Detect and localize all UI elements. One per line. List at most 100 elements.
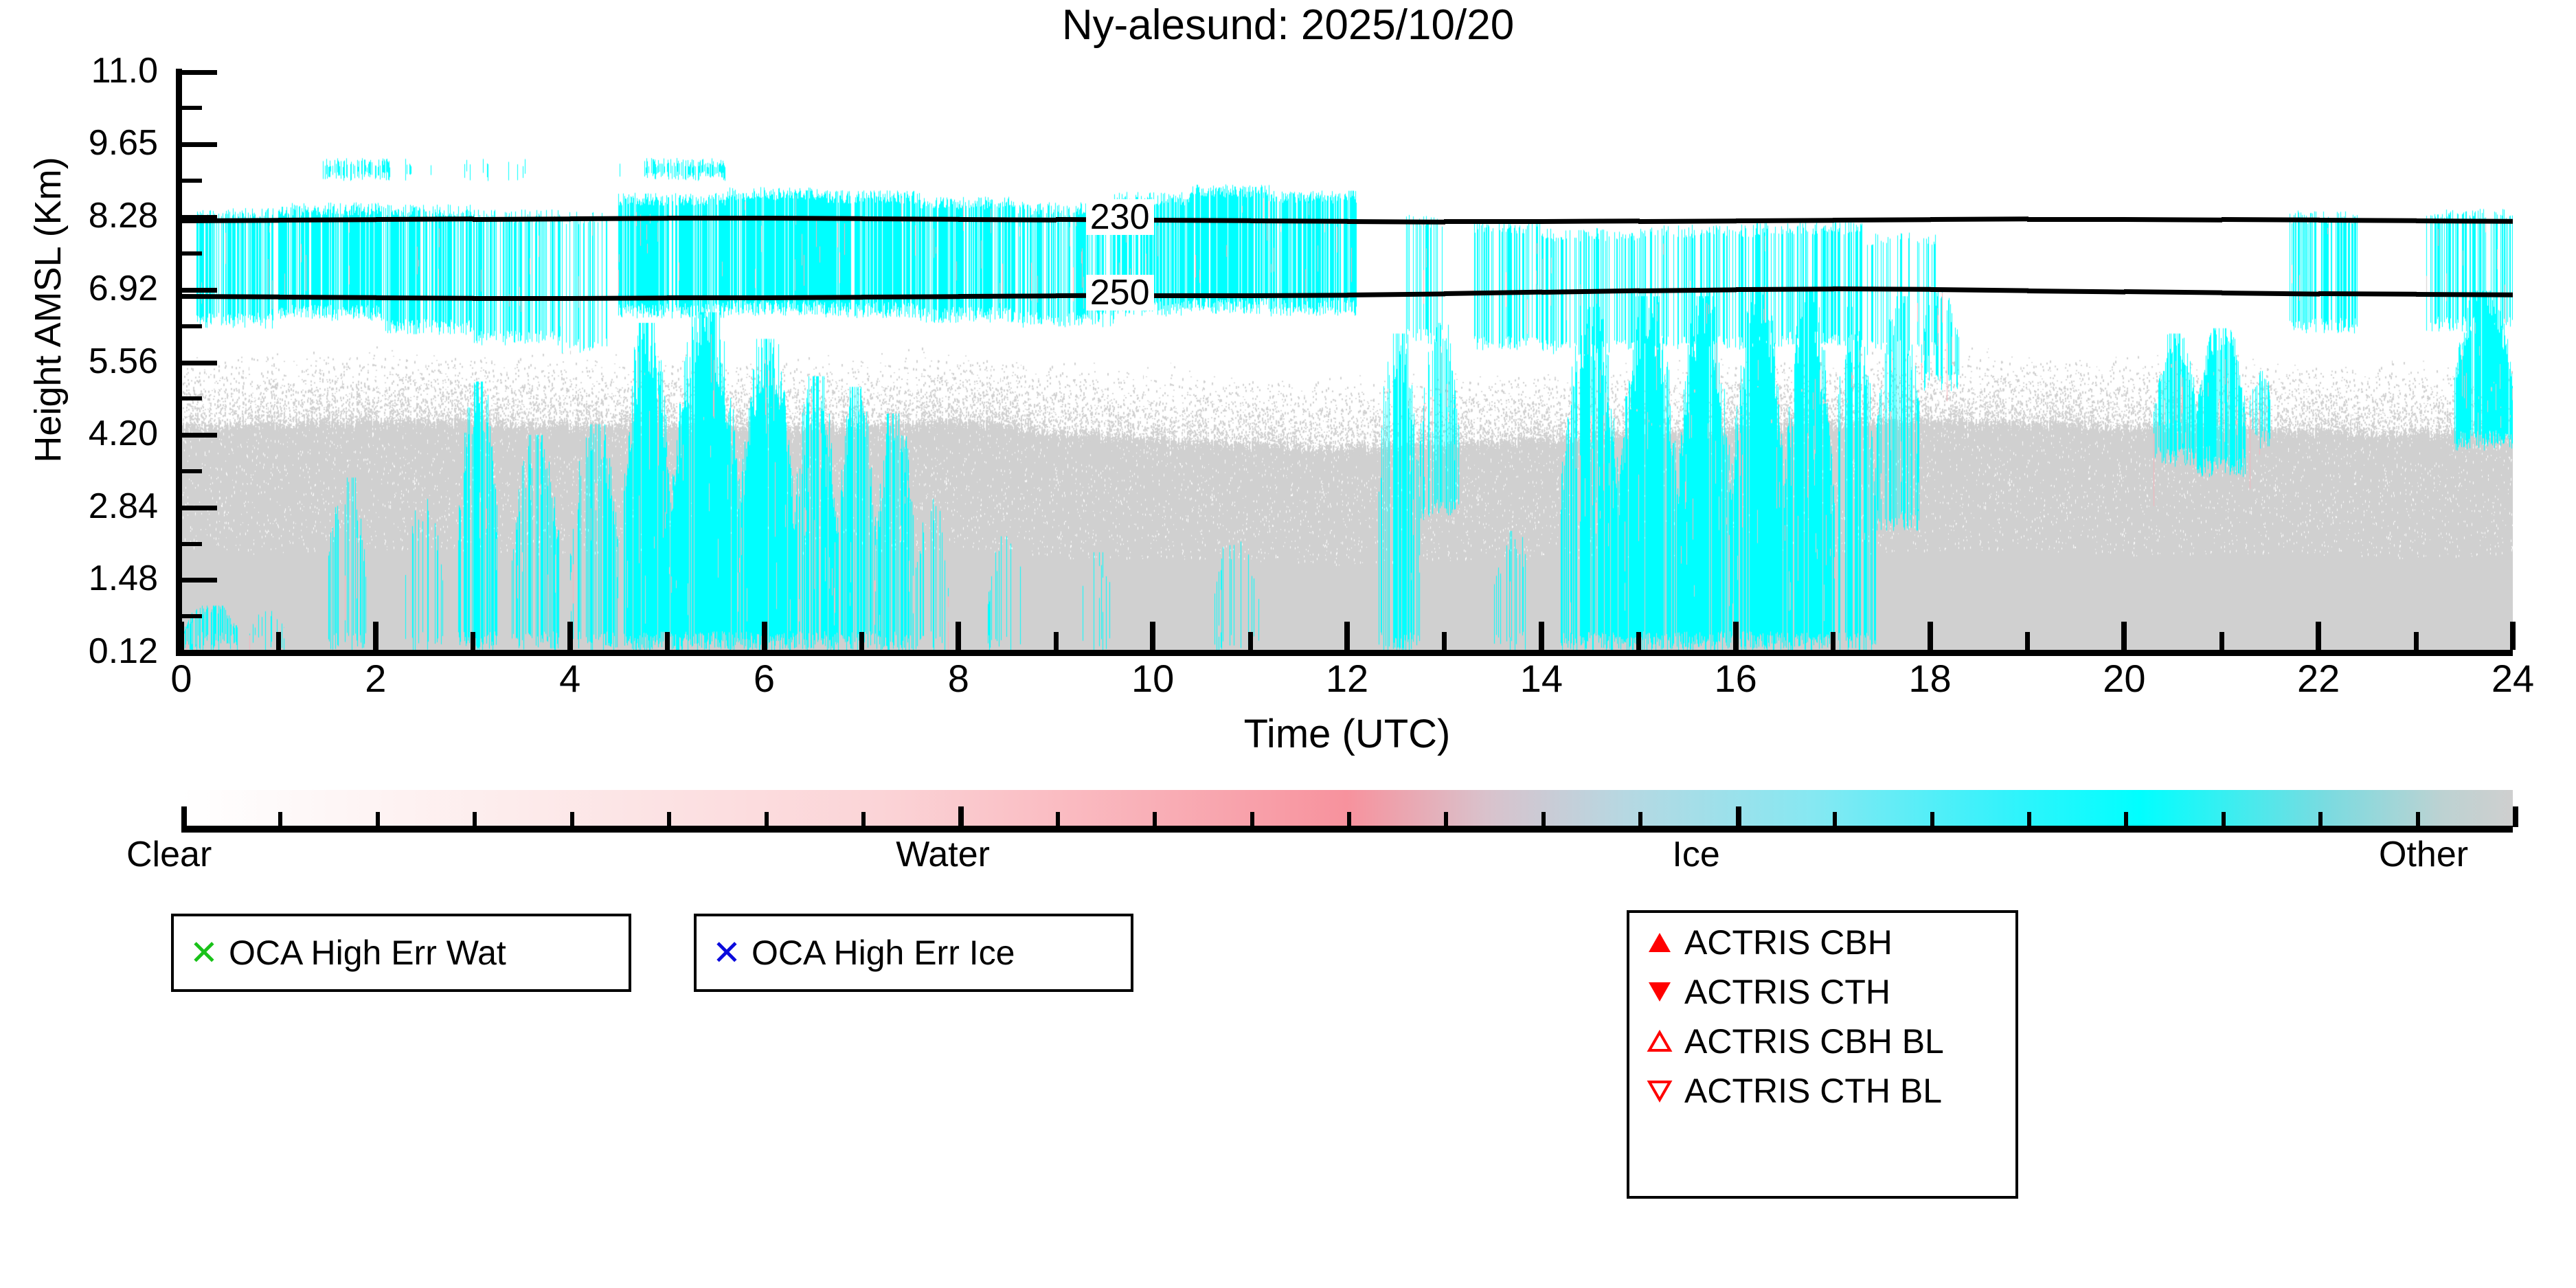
legend-oca-high-err-ice[interactable]: ✕ OCA High Err Ice	[694, 914, 1133, 992]
isotherm-250	[1833, 286, 1932, 293]
isotherm-230	[958, 216, 1057, 223]
isotherm-250	[667, 295, 766, 300]
y-tick-label: 11.0	[91, 51, 158, 91]
colorbar-tick	[278, 812, 283, 827]
x-tick-label: 2	[365, 657, 387, 700]
y-tick	[181, 142, 217, 147]
colorbar-tick	[569, 812, 574, 827]
isotherm-230	[667, 216, 766, 221]
y-tick	[181, 578, 217, 583]
legend-actris[interactable]: ACTRIS CBH ACTRIS CTH ACTRIS CBH BL ACTR…	[1627, 910, 2018, 1199]
y-tick-minor	[181, 541, 202, 546]
colorbar-tick	[375, 812, 380, 827]
isotherm-250	[1250, 292, 1349, 298]
y-tick-label: 4.20	[88, 414, 158, 454]
y-tick	[181, 215, 217, 221]
isotherm-230	[2026, 216, 2126, 222]
y-tick-minor	[181, 179, 202, 183]
x-tick-label: 18	[1908, 657, 1952, 700]
y-tick-minor	[181, 396, 202, 401]
x-tick-label: 14	[1519, 657, 1563, 700]
y-tick	[181, 360, 217, 365]
x-tick-label: 8	[947, 657, 969, 700]
triangle-up-filled-icon	[1645, 929, 1675, 956]
x-tick-minor	[1831, 632, 1836, 650]
x-tick-minor	[471, 632, 476, 650]
x-tick	[1538, 622, 1544, 650]
isotherm-230	[2124, 216, 2223, 223]
colorbar-tick	[1444, 812, 1449, 827]
isotherm-label-250: 250	[1085, 274, 1154, 310]
y-tick-label: 0.12	[88, 631, 158, 671]
x-tick	[2121, 622, 2127, 650]
triangle-down-filled-icon	[1645, 978, 1675, 1006]
y-tick-minor	[181, 106, 202, 111]
x-tick	[956, 622, 962, 650]
colorbar-tick	[1735, 806, 1741, 827]
legend-label-oca-err-wat: OCA High Err Wat	[229, 934, 506, 972]
colorbar-tick	[1638, 812, 1643, 827]
y-tick-label: 2.84	[88, 486, 158, 526]
colorbar-tick	[1833, 812, 1838, 827]
colorbar-tick	[181, 806, 187, 827]
x-tick-minor	[1636, 632, 1642, 650]
isotherm-230	[473, 216, 572, 222]
x-tick-label: 24	[2491, 657, 2535, 700]
triangle-up-hollow-icon	[1645, 1028, 1675, 1055]
colorbar-tick	[1250, 812, 1254, 827]
y-tick-label: 5.56	[88, 341, 158, 381]
x-axis-title: Time (UTC)	[1243, 712, 1451, 756]
x-tick	[2510, 622, 2516, 650]
x-tick-label: 6	[753, 657, 776, 700]
x-tick-minor	[2413, 632, 2419, 650]
isotherm-230	[2415, 218, 2513, 224]
x-marker-blue-icon: ✕	[712, 934, 741, 972]
legend-row-actris-cth: ACTRIS CTH	[1645, 975, 2015, 1009]
isotherm-250	[569, 295, 669, 301]
y-tick	[181, 287, 217, 293]
x-tick-label: 10	[1131, 657, 1175, 700]
isotherm-250	[2318, 291, 2417, 297]
y-tick	[181, 70, 217, 75]
isotherm-230	[1153, 218, 1252, 223]
x-tick-label: 12	[1325, 657, 1369, 700]
colorbar-tick	[667, 812, 672, 827]
legend-row-actris-cth-bl: ACTRIS CTH BL	[1645, 1074, 2015, 1108]
isotherm-250	[1153, 293, 1252, 298]
x-tick-minor	[2219, 632, 2224, 650]
colorbar-tick	[1055, 812, 1060, 827]
legend-row-actris-cbh: ACTRIS CBH	[1645, 925, 2015, 960]
triangle-down-hollow-icon	[1645, 1077, 1675, 1105]
colorbar-label: Other	[2379, 835, 2469, 874]
x-tick-label: 0	[170, 657, 192, 700]
y-tick-minor	[181, 251, 202, 256]
isotherm-230	[861, 216, 960, 222]
x-tick	[1344, 622, 1350, 650]
isotherm-250	[2026, 288, 2126, 295]
y-tick-label: 1.48	[88, 558, 158, 599]
plot-area: 230 250	[181, 72, 2513, 653]
x-tick-label: 16	[1714, 657, 1757, 700]
colorbar-tick	[1930, 812, 1934, 827]
y-tick	[181, 505, 217, 510]
colorbar-tick	[1347, 812, 1351, 827]
y-tick-minor	[181, 468, 202, 473]
y-tick-minor	[181, 324, 202, 328]
colorbar-label: Clear	[126, 835, 212, 874]
colorbar-tick	[1153, 812, 1157, 827]
isotherm-250	[2415, 292, 2513, 297]
isotherm-250	[958, 293, 1057, 300]
isotherm-250	[181, 294, 280, 300]
colorbar-tick	[473, 812, 477, 827]
legend-oca-high-err-wat[interactable]: ✕ OCA High Err Wat	[171, 914, 631, 992]
colorbar-axis-line	[181, 826, 2513, 833]
isotherm-label-230: 230	[1085, 199, 1154, 236]
x-tick-label: 22	[2297, 657, 2340, 700]
x-tick-minor	[665, 632, 670, 650]
x-marker-green-icon: ✕	[190, 934, 218, 972]
x-tick	[1150, 622, 1156, 650]
isotherm-230	[764, 216, 863, 221]
x-tick	[179, 622, 184, 650]
isotherm-230	[2221, 217, 2320, 223]
x-tick-minor	[1053, 632, 1059, 650]
